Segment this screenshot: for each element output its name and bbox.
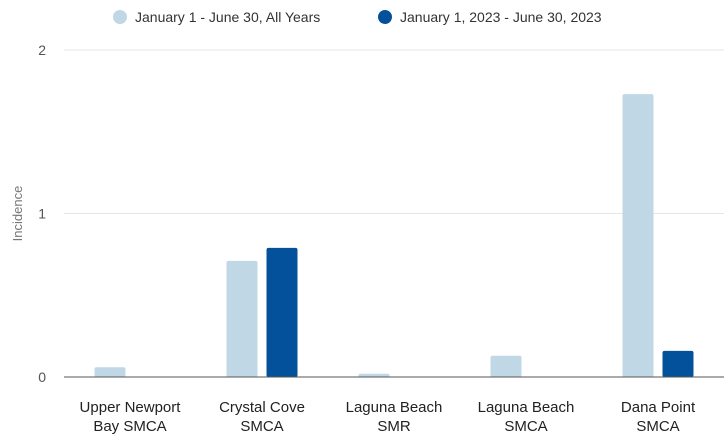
legend-label[interactable]: January 1 - June 30, All Years (135, 9, 320, 25)
x-tick-label: SMCA (240, 418, 283, 435)
bar-all-years-0[interactable] (94, 367, 126, 377)
x-tick-label: SMCA (636, 418, 679, 435)
legend-swatch (378, 10, 392, 24)
bar-all-years-2[interactable] (358, 373, 390, 377)
legend: January 1 - June 30, All Years January 1,… (113, 9, 602, 25)
legend-label[interactable]: January 1, 2023 - June 30, 2023 (400, 9, 602, 25)
x-tick-label: Laguna Beach (478, 399, 575, 416)
x-tick-label: SMCA (504, 418, 547, 435)
x-tick-label: Dana Point (621, 399, 696, 416)
x-axis-labels: Upper Newport Bay SMCA Crystal Cove SMCA Lag… (80, 399, 696, 435)
bar-2023-4[interactable] (662, 350, 694, 377)
x-tick-label: Bay SMCA (93, 418, 166, 435)
y-axis-ticks: 0 1 2 (38, 42, 46, 385)
bar-all-years-1[interactable] (226, 260, 258, 377)
bar-all-years-3[interactable] (490, 355, 522, 377)
x-tick-label: Upper Newport (80, 399, 182, 416)
bars (94, 94, 694, 378)
x-tick-label: Laguna Beach (346, 399, 443, 416)
y-tick-label: 0 (38, 369, 46, 385)
x-tick-label: SMR (377, 418, 411, 435)
bar-2023-1[interactable] (266, 247, 298, 377)
y-tick-label: 1 (38, 206, 46, 222)
bar-all-years-4[interactable] (622, 94, 654, 378)
x-tick-label: Crystal Cove (219, 399, 305, 416)
y-axis-title: Incidence (10, 186, 25, 242)
y-tick-label: 2 (38, 42, 46, 58)
legend-swatch (113, 10, 127, 24)
gridlines (64, 49, 724, 214)
